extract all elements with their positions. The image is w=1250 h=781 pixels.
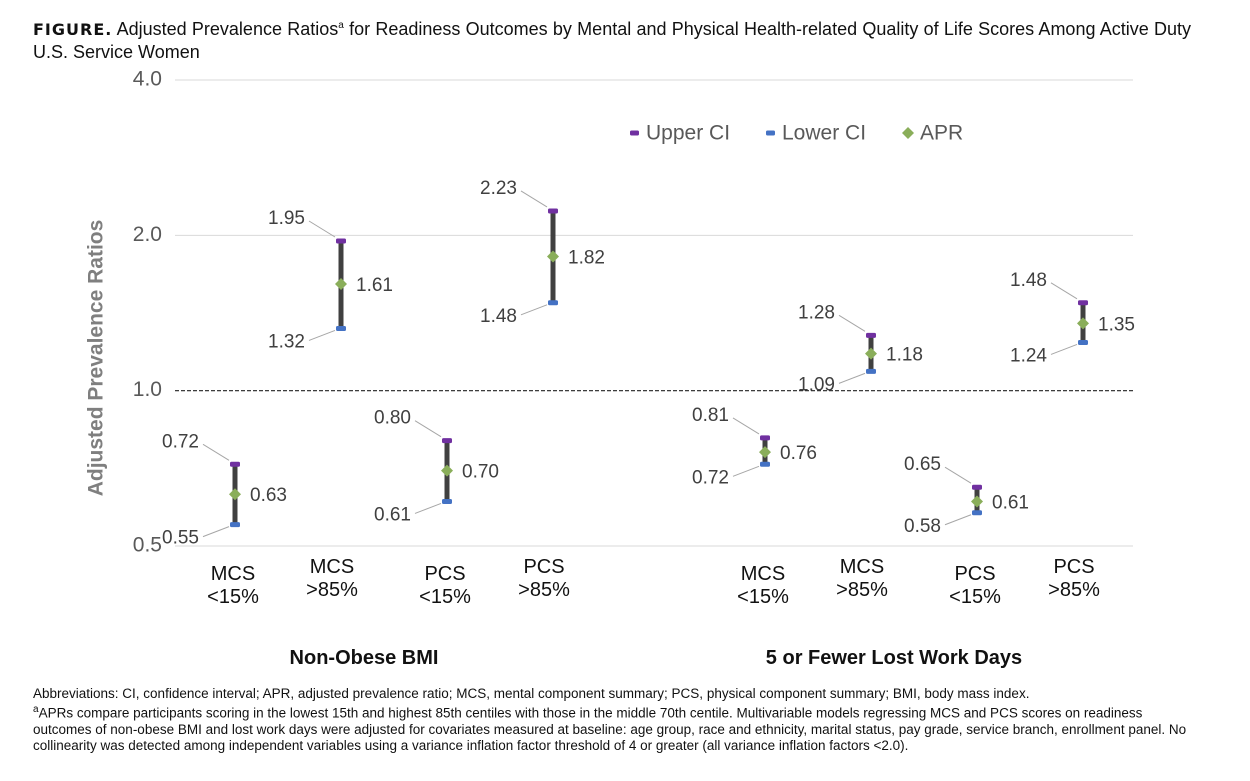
footnotes: Abbreviations: CI, confidence interval; …: [33, 686, 1193, 754]
leader-line: [414, 502, 442, 514]
title-prefix: FIGURE.: [33, 20, 113, 39]
apr-marker: [441, 464, 453, 477]
title-rest: for Readiness Outcomes by Mental and Phy…: [33, 19, 1192, 62]
y-tick-label: 1.0: [133, 378, 162, 401]
data-label: 0.76: [780, 443, 817, 464]
apr-marker: [335, 277, 347, 290]
upper-ci-marker: [442, 438, 452, 444]
leader-line: [520, 190, 548, 208]
data-label: 1.48: [480, 306, 517, 327]
data-label: 0.72: [162, 431, 199, 452]
lower-ci-marker: [760, 461, 770, 467]
data-label: 0.58: [904, 516, 941, 537]
data-label: 0.55: [162, 528, 199, 549]
leader-line: [838, 314, 866, 332]
leader-line: [202, 526, 230, 538]
data-label: 0.65: [904, 454, 941, 475]
upper-ci-marker: [230, 461, 240, 467]
upper-ci-marker: [866, 332, 876, 338]
lower-ci-marker: [336, 325, 346, 331]
lower-ci-marker: [866, 368, 876, 374]
data-label: 1.95: [268, 208, 305, 229]
x-tick-label: PCS <15%: [419, 563, 471, 608]
x-tick-label: MCS <15%: [207, 563, 259, 608]
data-label: 1.82: [568, 247, 605, 268]
leader-line: [520, 304, 548, 316]
data-label: 1.28: [798, 302, 835, 323]
data-label: 0.80: [374, 408, 411, 429]
data-label: 1.32: [268, 331, 305, 352]
legend-marker: [630, 130, 639, 136]
lower-ci-marker: [1078, 339, 1088, 345]
leader-line: [1050, 282, 1078, 300]
lower-ci-marker: [230, 522, 240, 528]
apr-marker: [547, 250, 559, 263]
legend-label: Upper CI: [646, 122, 730, 145]
data-label: 0.63: [250, 485, 287, 506]
x-tick-label: PCS >85%: [518, 556, 570, 601]
apr-marker: [865, 347, 877, 360]
upper-ci-marker: [972, 484, 982, 490]
data-label: 1.35: [1098, 314, 1135, 335]
data-label: 0.70: [462, 462, 499, 483]
data-label: 1.61: [356, 275, 393, 296]
leader-line: [308, 220, 336, 238]
leader-line: [838, 372, 866, 384]
leader-line: [944, 514, 972, 526]
footnote-text: APRs compare participants scoring in the…: [33, 705, 1187, 753]
x-tick-label: PCS >85%: [1048, 556, 1100, 601]
upper-ci-marker: [760, 435, 770, 441]
data-label: 0.61: [992, 492, 1029, 513]
group-label: 5 or Fewer Lost Work Days: [765, 647, 1023, 669]
figure-title: FIGURE. Adjusted Prevalence Ratiosa for …: [33, 14, 1191, 64]
leader-line: [1050, 343, 1078, 355]
lower-ci-marker: [548, 300, 558, 306]
footnote: Abbreviations: CI, confidence interval; …: [33, 686, 1030, 701]
leader-line: [944, 466, 972, 484]
upper-ci-marker: [548, 208, 558, 214]
footnote: aAPRs compare participants scoring in th…: [33, 702, 1193, 754]
title-mark: a: [338, 20, 344, 31]
data-label: 1.18: [886, 345, 923, 366]
footnote-mark: a: [33, 704, 39, 715]
legend-marker: [902, 127, 914, 139]
x-tick-label: MCS <15%: [737, 563, 789, 608]
upper-ci-marker: [1078, 300, 1088, 306]
apr-marker: [1077, 317, 1089, 330]
title-main: Adjusted Prevalence Ratios: [116, 19, 339, 39]
lower-ci-marker: [442, 498, 452, 504]
data-label: 0.81: [692, 405, 729, 426]
group-label: Non-Obese BMI: [289, 647, 439, 669]
data-label: 0.61: [374, 504, 411, 525]
y-tick-label: 4.0: [133, 68, 162, 91]
y-tick-label: 2.0: [133, 223, 162, 246]
leader-line: [202, 443, 230, 461]
leader-line: [414, 420, 442, 438]
y-tick-label: 0.5: [133, 534, 162, 557]
data-label: 1.48: [1010, 270, 1047, 291]
data-label: 1.09: [798, 374, 835, 395]
upper-ci-marker: [336, 238, 346, 244]
legend-marker: [766, 130, 775, 136]
y-axis-title: Adjusted Prevalence Ratios: [85, 220, 108, 497]
data-label: 1.24: [1010, 345, 1047, 366]
leader-line: [732, 465, 760, 477]
apr-marker: [759, 446, 771, 459]
data-label: 0.72: [692, 467, 729, 488]
x-tick-label: MCS >85%: [836, 556, 888, 601]
x-tick-label: PCS <15%: [949, 563, 1001, 608]
legend-label: APR: [920, 122, 963, 145]
apr-marker: [229, 488, 241, 501]
leader-line: [308, 329, 336, 341]
data-label: 2.23: [480, 178, 517, 199]
apr-marker: [971, 495, 983, 508]
x-tick-label: MCS >85%: [306, 556, 358, 601]
leader-line: [732, 417, 760, 435]
lower-ci-marker: [972, 510, 982, 516]
legend-label: Lower CI: [782, 122, 866, 145]
